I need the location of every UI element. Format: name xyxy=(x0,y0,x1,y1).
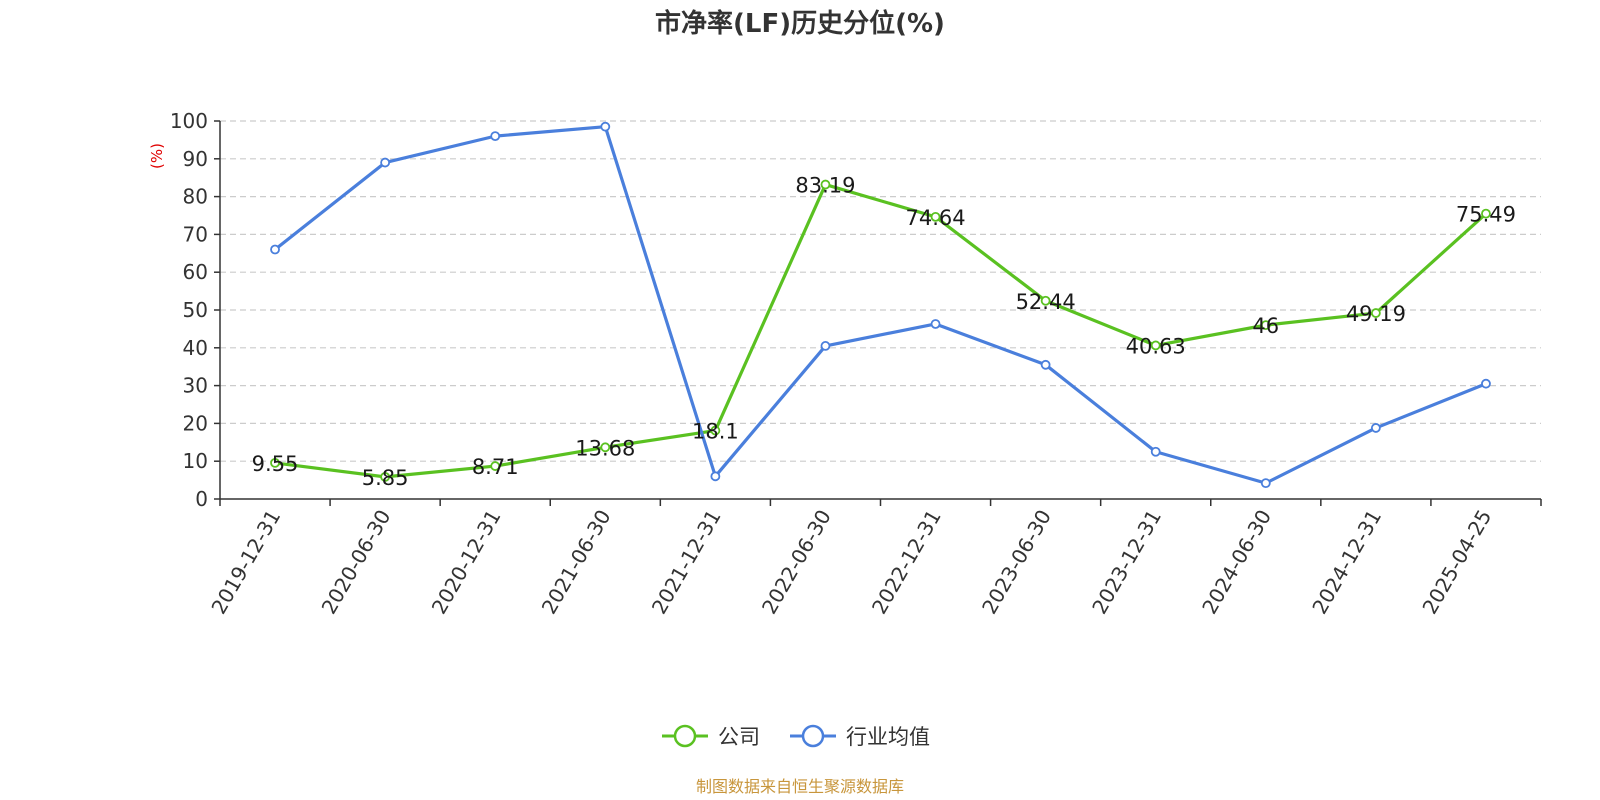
x-tick-label: 2025-04-25 xyxy=(1417,506,1496,619)
series-line-1 xyxy=(274,125,1487,485)
data-point[interactable] xyxy=(380,157,391,168)
data-label: 49.19 xyxy=(1346,302,1406,326)
data-label: 46 xyxy=(1252,314,1279,338)
legend-label-industry-average: 行业均值 xyxy=(846,725,930,749)
y-tick-label: 90 xyxy=(183,147,208,171)
data-label: 40.63 xyxy=(1126,334,1186,358)
data-point[interactable] xyxy=(710,471,721,482)
data-point[interactable] xyxy=(270,458,280,468)
data-point[interactable] xyxy=(490,131,501,142)
data-point[interactable] xyxy=(490,461,501,471)
data-point[interactable] xyxy=(1150,340,1161,351)
data-point[interactable] xyxy=(1370,308,1381,318)
data-point[interactable] xyxy=(1370,423,1381,433)
legend-item-industry-average[interactable]: 行业均值 xyxy=(790,724,930,749)
y-axis-unit-label: (%) xyxy=(148,143,166,169)
x-tick-label: 2020-06-30 xyxy=(317,506,396,619)
data-point[interactable] xyxy=(1040,359,1051,370)
data-point[interactable] xyxy=(820,341,831,351)
data-labels: 9.55 5.85 8.71 13.68 18.1 83.19 74.64 52.44 40.6… xyxy=(252,174,1516,490)
data-label: 18.1 xyxy=(692,420,739,444)
grid xyxy=(220,120,1541,462)
y-tick-label: 60 xyxy=(183,260,208,284)
data-point[interactable] xyxy=(600,121,611,132)
data-label: 52.44 xyxy=(1016,290,1076,314)
data-point[interactable] xyxy=(1150,446,1161,457)
x-tick-label: 2019-12-31 xyxy=(206,506,285,619)
data-label: 13.68 xyxy=(575,436,635,460)
data-point[interactable] xyxy=(1481,378,1491,389)
data-label: 5.85 xyxy=(362,466,409,490)
y-tick-label: 50 xyxy=(183,298,208,322)
series xyxy=(270,121,1491,489)
x-tick-label: 2021-12-31 xyxy=(647,506,726,619)
source-note: 制图数据来自恒生聚源数据库 xyxy=(696,777,904,796)
y-tick-label: 30 xyxy=(183,374,208,398)
y-tick-label: 10 xyxy=(183,449,208,473)
y-tick-label: 20 xyxy=(183,411,208,435)
data-point[interactable] xyxy=(1040,295,1051,306)
x-tick-label: 2023-06-30 xyxy=(977,506,1056,619)
x-tick-label: 2021-06-30 xyxy=(537,506,616,619)
y-tick-label: 70 xyxy=(183,222,208,246)
data-point[interactable] xyxy=(380,471,391,482)
x-tick-label: 2022-12-31 xyxy=(867,506,946,619)
legend-item-company[interactable]: 公司 xyxy=(662,724,760,749)
y-tick-label: 0 xyxy=(195,487,208,511)
data-label: 75.49 xyxy=(1456,203,1516,227)
data-point[interactable] xyxy=(710,425,721,436)
chart-title: 市净率(LF)历史分位(%) xyxy=(655,8,945,39)
data-point[interactable] xyxy=(1260,320,1271,331)
data-point[interactable] xyxy=(270,244,280,255)
x-tick-label: 2020-12-31 xyxy=(427,506,506,619)
x-tick-label: 2024-06-30 xyxy=(1197,506,1276,619)
x-tick-label: 2022-06-30 xyxy=(757,506,836,619)
data-point[interactable] xyxy=(930,319,941,329)
x-tick-label: 2024-12-31 xyxy=(1307,506,1386,619)
x-tick-label: 2023-12-31 xyxy=(1087,506,1166,619)
data-point[interactable] xyxy=(1260,478,1271,489)
data-label: 83.19 xyxy=(795,174,855,198)
data-label: 8.71 xyxy=(472,455,519,479)
y-tick-label: 100 xyxy=(170,109,208,133)
y-tick-label: 80 xyxy=(183,185,208,209)
legend[interactable]: 公司 行业均值 xyxy=(662,724,930,749)
legend-label-company: 公司 xyxy=(718,725,760,749)
data-point[interactable] xyxy=(1481,208,1491,219)
y-tick-label: 40 xyxy=(183,336,208,360)
data-label: 74.64 xyxy=(905,206,965,230)
data-point[interactable] xyxy=(600,442,611,453)
data-point[interactable] xyxy=(820,179,831,190)
series-line-0 xyxy=(274,182,1488,479)
data-point[interactable] xyxy=(930,211,941,222)
data-label: 9.55 xyxy=(252,452,299,476)
